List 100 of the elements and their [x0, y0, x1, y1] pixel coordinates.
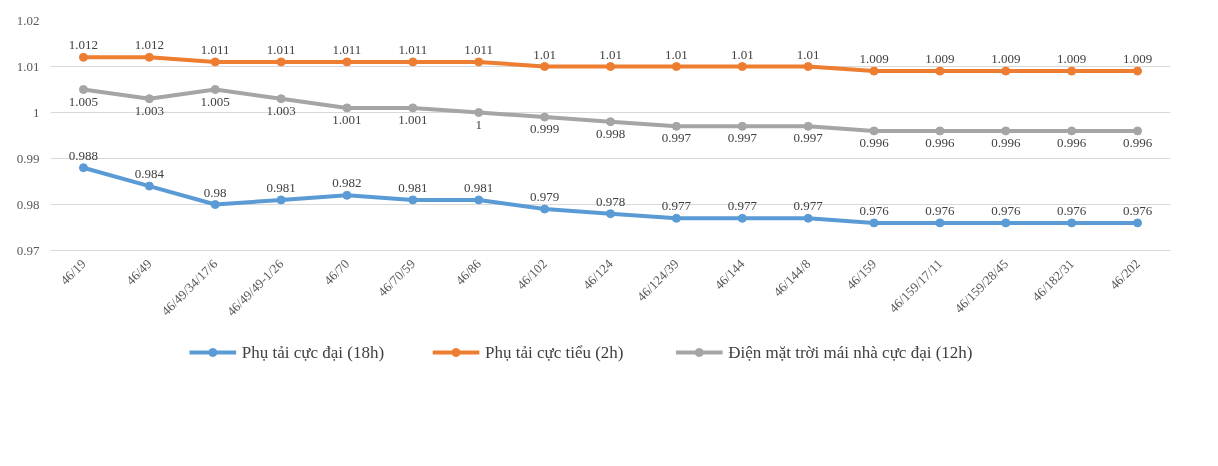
data-label: 1.011 [398, 41, 428, 57]
point [1001, 66, 1011, 76]
data-label: 1.011 [464, 41, 494, 57]
data-label: 0.997 [793, 130, 824, 146]
data-label: 0.996 [991, 134, 1021, 150]
point [540, 112, 550, 122]
point [474, 57, 484, 67]
point [1067, 66, 1077, 76]
point [803, 213, 813, 223]
data-label: 0.982 [332, 175, 362, 191]
point [606, 62, 615, 71]
point [210, 57, 220, 67]
data-label: 0.996 [859, 134, 890, 150]
legend-label: Điện mặt trời mái nhà cực đại (12h) [728, 343, 973, 362]
point [408, 195, 418, 205]
point [540, 204, 550, 214]
point [78, 163, 88, 173]
point [869, 126, 879, 136]
point [540, 62, 550, 71]
data-label: 1.005 [68, 93, 99, 109]
point [144, 52, 154, 62]
data-label: 1.009 [925, 51, 955, 67]
point [671, 121, 681, 131]
data-label: 1.009 [1122, 51, 1153, 67]
point [803, 121, 813, 131]
point [210, 200, 220, 209]
data-label: 0.981 [398, 179, 428, 195]
point [408, 57, 418, 67]
data-label: 1.01 [730, 46, 754, 62]
data-label: 0.978 [595, 193, 626, 209]
y-tick-label: 0.98 [16, 196, 40, 212]
data-label: 0.977 [661, 198, 692, 214]
y-tick-label: 1.02 [16, 12, 40, 28]
data-label: 1.001 [332, 111, 362, 127]
data-label: 1.009 [991, 51, 1021, 67]
y-tick-label: 0.97 [16, 242, 40, 258]
data-label: 0.976 [925, 202, 956, 218]
data-label: 0.979 [529, 189, 560, 205]
point [342, 103, 352, 113]
point [606, 117, 615, 127]
data-label: 0.996 [1122, 134, 1153, 150]
data-label: 1.011 [266, 41, 296, 57]
point [671, 62, 681, 71]
point [869, 66, 879, 76]
data-label: 0.998 [595, 125, 626, 141]
point [1133, 66, 1143, 76]
data-label: 1.012 [68, 37, 99, 53]
point [276, 195, 286, 205]
point [935, 66, 945, 76]
y-tick-label: 1 [33, 104, 40, 120]
data-label: 0.996 [1057, 134, 1087, 150]
data-label: 1.009 [859, 51, 889, 67]
y-tick-label: 0.99 [16, 150, 40, 166]
data-label: 0.999 [529, 121, 560, 137]
data-label: 1.01 [796, 46, 820, 62]
point [737, 62, 747, 71]
data-label: 1.005 [200, 93, 230, 109]
point [1001, 126, 1011, 136]
data-label: 1.011 [200, 41, 230, 57]
data-label: 0.981 [266, 179, 296, 195]
data-label: 1.01 [665, 46, 688, 62]
data-label: 1.003 [266, 102, 296, 118]
data-label: 0.981 [464, 179, 494, 195]
data-label: 0.997 [727, 130, 758, 146]
data-label: 0.997 [661, 130, 692, 146]
point [144, 181, 154, 191]
point [935, 218, 945, 228]
point [606, 209, 615, 219]
point [276, 57, 286, 67]
data-label: 1.009 [1057, 51, 1087, 67]
point [1001, 218, 1011, 228]
point [78, 52, 88, 62]
point [803, 62, 813, 71]
y-tick-label: 1.01 [16, 58, 40, 74]
point [474, 195, 484, 205]
point [342, 190, 352, 200]
data-label: 1.01 [599, 46, 622, 62]
point [935, 126, 945, 136]
point [474, 108, 484, 117]
point [671, 213, 681, 223]
data-label: 0.976 [991, 202, 1021, 218]
data-label: 1.012 [134, 37, 164, 53]
data-label: 1 [475, 116, 482, 132]
data-label: 1.011 [332, 41, 362, 57]
point [737, 213, 747, 223]
point [1067, 126, 1077, 136]
point [869, 218, 879, 228]
legend-label: Phụ tải cực đại (18h) [241, 343, 385, 362]
point [78, 85, 88, 94]
point [1133, 218, 1143, 228]
point [1133, 126, 1143, 136]
data-label: 0.984 [134, 166, 165, 182]
data-label: 0.98 [203, 184, 227, 200]
data-label: 1.01 [533, 46, 556, 62]
data-label: 0.977 [727, 198, 758, 214]
data-label: 0.996 [925, 134, 956, 150]
point [408, 103, 418, 113]
legend-label: Phụ tải cực tiểu (2h) [484, 343, 624, 362]
point [737, 121, 747, 131]
data-label: 0.976 [1122, 202, 1153, 218]
